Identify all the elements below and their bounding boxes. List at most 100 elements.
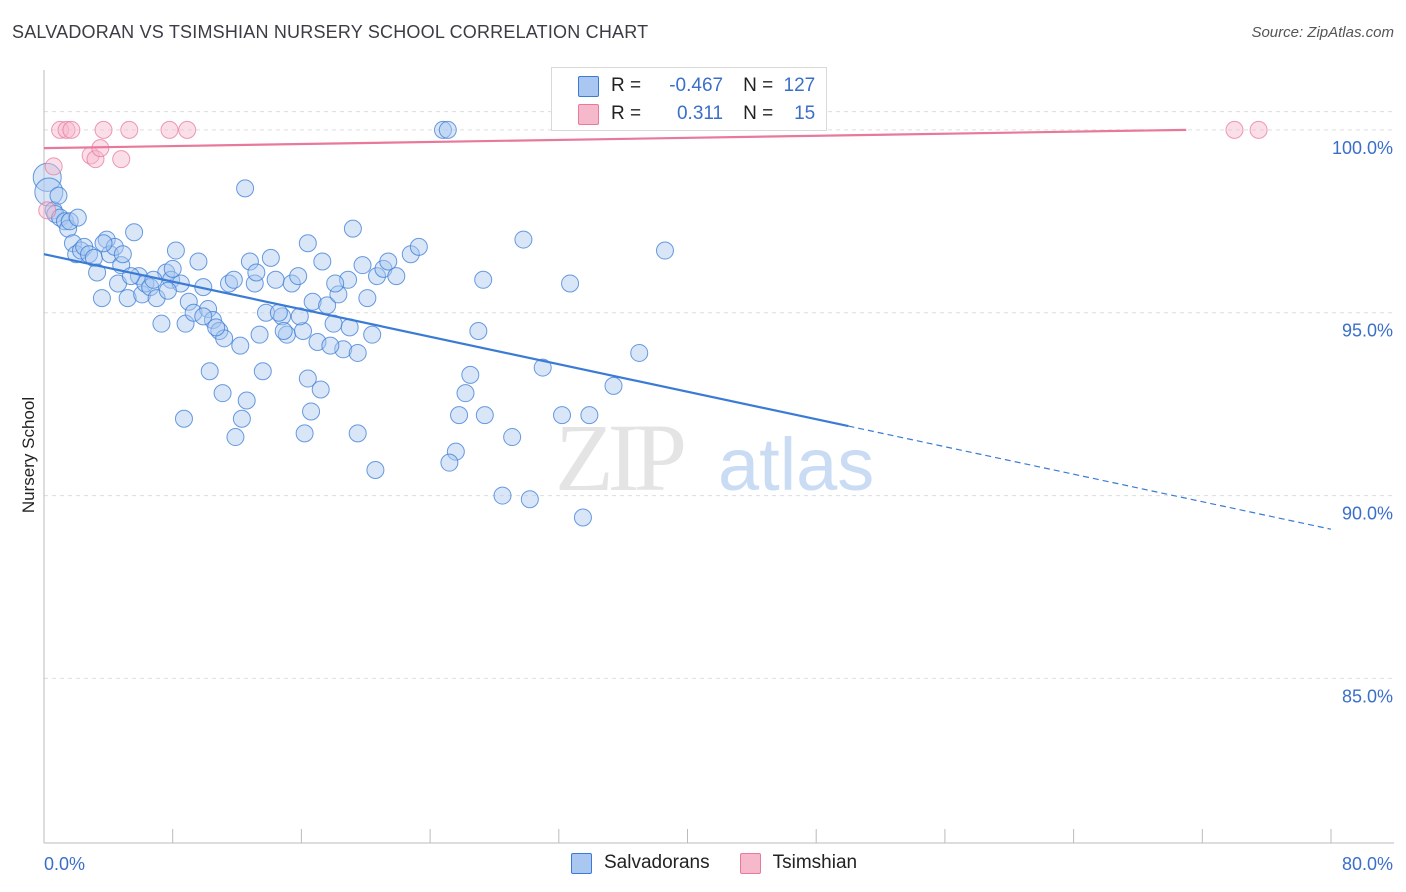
salvadorans-point <box>250 325 269 344</box>
salvadorans-point <box>125 223 144 242</box>
salvadorans-point <box>311 380 330 399</box>
salvadorans-point <box>224 270 243 289</box>
tsimshian-point <box>38 201 57 220</box>
salvadorans-point <box>379 252 398 271</box>
salvadorans-point <box>273 307 292 326</box>
salvadorans-point <box>433 120 452 139</box>
salvadorans-point <box>520 490 539 509</box>
salvadorans-point <box>261 248 280 267</box>
salvadorans-point <box>630 343 649 362</box>
salvadorans-point <box>461 365 480 384</box>
swatch-tsimshian <box>739 852 761 874</box>
salvadorans-point <box>113 245 132 264</box>
salvadorans-point <box>294 322 313 340</box>
salvadorans-point <box>368 267 387 286</box>
salvadorans-point <box>295 424 314 443</box>
salvadorans-point <box>194 307 213 326</box>
salvadorans-point <box>573 508 592 527</box>
salvadorans-point <box>232 409 251 428</box>
legend-item-salvadorans[interactable]: Salvadorans <box>571 852 710 874</box>
legend-row-tsimshian: R = 0.311 N = 15 <box>552 100 815 128</box>
tsimshian-trend-line <box>43 128 1187 150</box>
y-tick-labels: 100.0% 95.0% 90.0% 85.0% <box>1332 138 1393 707</box>
salvadorans-point <box>231 336 250 355</box>
salvadorans-point <box>475 406 494 425</box>
salvadorans-point <box>409 237 428 256</box>
salvadorans-point <box>34 177 64 207</box>
salvadorans-point <box>147 289 166 308</box>
legend-r-value: 0.311 <box>676 103 724 124</box>
salvadorans-point <box>200 362 219 381</box>
tsimshian-point <box>86 150 105 169</box>
tsimshian-point <box>120 120 139 139</box>
salvadorans-trend-line <box>43 253 849 428</box>
swatch-salvadorans <box>571 852 592 874</box>
watermark-atlas: atlas <box>718 423 874 506</box>
tsimshian-point <box>62 120 81 139</box>
x-tick-label: 0.0% <box>44 854 85 874</box>
tsimshian-point <box>1249 120 1268 139</box>
salvadorans-point <box>184 303 203 322</box>
salvadorans-point <box>387 267 406 286</box>
salvadorans-point <box>226 428 245 447</box>
x-tick-labels: 0.0% 80.0% <box>44 854 1393 874</box>
y-tick-label: 85.0% <box>1342 686 1393 706</box>
salvadorans-point <box>438 120 457 139</box>
watermark-zip: ZIP <box>555 404 684 511</box>
salvadorans-point <box>553 406 572 425</box>
salvadorans-point <box>474 270 493 289</box>
salvadorans-points <box>32 120 674 527</box>
salvadorans-point <box>94 234 113 253</box>
legend-item-tsimshian[interactable]: Tsimshian <box>739 852 857 874</box>
salvadorans-point <box>207 318 226 337</box>
y-axis-label: Nursery School <box>19 397 38 513</box>
legend-r-label: R = <box>611 103 642 124</box>
legend-swatch-pink <box>578 103 599 125</box>
salvadorans-point <box>440 453 459 472</box>
salvadorans-point <box>353 256 372 275</box>
salvadorans-point <box>514 230 533 249</box>
salvadorans-point <box>189 252 208 271</box>
axes <box>43 70 1394 844</box>
salvadorans-point <box>247 263 266 282</box>
salvadorans-point <box>32 162 62 192</box>
trend-lines <box>43 128 1332 530</box>
tsimshian-point <box>94 120 113 139</box>
y-tick-label: 100.0% <box>1332 138 1393 158</box>
y-tick-label: 90.0% <box>1342 504 1393 524</box>
tsimshian-point <box>178 120 197 139</box>
salvadorans-point <box>298 234 317 253</box>
chart-title: SALVADORAN VS TSIMSHIAN NURSERY SCHOOL C… <box>12 22 649 42</box>
salvadorans-point <box>179 292 198 311</box>
salvadorans-point <box>220 274 239 293</box>
salvadorans-point <box>274 322 293 340</box>
salvadorans-point <box>80 245 99 264</box>
tsimshian-point <box>57 120 76 139</box>
series-legend: Salvadorans Tsimshian <box>571 852 887 874</box>
legend-label-salvadorans: Salvadorans <box>604 852 710 873</box>
salvadorans-point <box>213 384 232 403</box>
salvadorans-point <box>166 241 185 260</box>
legend-n-value: 15 <box>794 103 816 124</box>
tsimshian-point <box>44 157 63 176</box>
stats-legend: R = -0.467 N = 127 R = 0.311 N = 15 <box>551 67 827 131</box>
salvadorans-point <box>313 252 332 271</box>
salvadorans-point <box>348 424 367 443</box>
salvadorans-point <box>118 289 137 308</box>
legend-r-label: R = <box>611 75 642 96</box>
salvadorans-point <box>237 391 256 410</box>
salvadorans-point <box>303 292 322 311</box>
salvadorans-point <box>358 289 377 308</box>
salvadorans-point <box>580 406 599 425</box>
salvadorans-point <box>533 358 552 377</box>
salvadorans-point <box>289 267 308 286</box>
salvadorans-point <box>121 267 140 286</box>
salvadorans-point <box>266 270 285 289</box>
tsimshian-point <box>112 150 131 169</box>
source-label: Source: ZipAtlas.com <box>1251 24 1394 41</box>
salvadorans-point <box>456 384 475 403</box>
salvadorans-point <box>92 289 111 308</box>
legend-n-label: N = <box>743 75 774 96</box>
salvadorans-point <box>604 376 623 395</box>
